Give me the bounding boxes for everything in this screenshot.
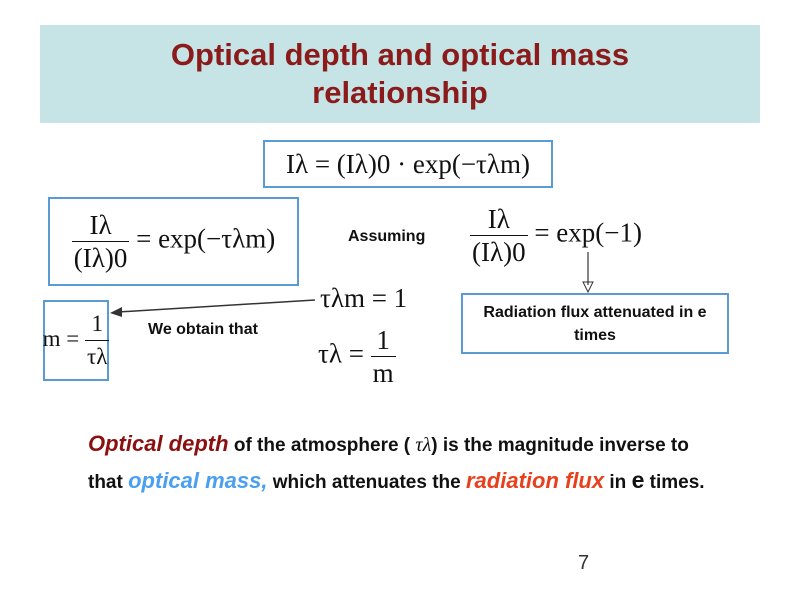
assumed-denominator: (Iλ)0 [472,237,526,267]
optical-depth-term: Optical depth [88,431,229,456]
text: which attenuates the [267,472,466,493]
radiation-flux-term: radiation flux [465,468,605,493]
tau-numerator: 1 [376,325,390,355]
assuming-label: Assuming [348,228,426,245]
attenuated-label: Radiation flux attenuated in e times [483,303,707,344]
attenuated-box: Radiation flux attenuated in e times [461,293,729,354]
main-formula-box: Iλ = (Iλ)0 · exp(−τλm) [263,140,553,188]
text: of the atmosphere ( [228,435,416,456]
tau-denominator: m [372,358,394,388]
assumed-formula: Iλ (Iλ)0 = exp(−1) [470,203,642,268]
ratio-denominator: (Iλ)0 [73,243,128,273]
text: in [604,472,632,493]
mass-lhs: m = [42,325,80,351]
definition-paragraph: Optical depth of the atmosphere ( τλ) is… [88,426,728,500]
mass-formula-box: m = 1 τλ [43,300,110,381]
text: times. [644,472,705,493]
left-arrow-head [110,307,122,317]
tau-symbol: τλ [415,434,432,456]
title-banner: Optical depth and optical mass relations… [40,25,760,123]
mass-numerator: 1 [91,311,103,336]
slide-title: Optical depth and optical mass relations… [170,37,630,110]
mass-denominator: τλ [86,344,108,369]
ratio-formula-box: Iλ (Iλ)0 = exp(−τλm) [48,197,299,286]
main-formula: Iλ = (Iλ)0 · exp(−τλm) [285,148,530,179]
left-arrow-line [117,299,316,313]
down-arrow-head [582,281,594,294]
e-symbol: e [631,467,645,493]
tau-lhs: τλ = [318,338,364,369]
page-number: 7 [578,552,590,574]
assumed-numerator: Iλ [487,204,510,234]
ratio-formula: Iλ (Iλ)0 = exp(−τλm) [71,209,276,274]
optical-mass-term: optical mass, [128,468,268,493]
ratio-rhs: = exp(−τλm) [136,223,276,254]
mass-formula: m = 1 τλ [43,308,110,373]
assumed-rhs: = exp(−1) [534,217,642,248]
ratio-numerator: Iλ [89,210,112,240]
text: ) is the magnitude inverse to that [88,435,689,493]
product-formula: τλm = 1 [320,283,408,313]
we-obtain-label: We obtain that [148,321,258,338]
